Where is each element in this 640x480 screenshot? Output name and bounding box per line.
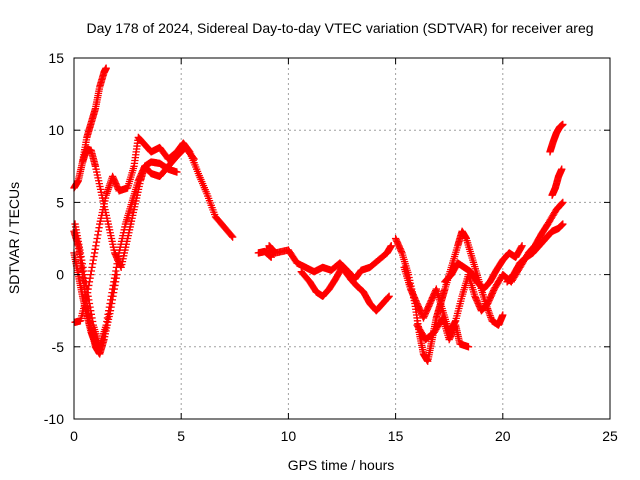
grid — [74, 58, 610, 419]
data-point — [464, 343, 473, 351]
series-trace-n — [548, 165, 566, 199]
series-trace-o — [546, 120, 567, 156]
data-point — [499, 311, 507, 319]
data-point — [190, 155, 198, 163]
series-trace-f — [70, 249, 102, 354]
x-tick-label: 20 — [495, 428, 511, 444]
data-point — [173, 168, 181, 176]
series-trace-g — [254, 242, 395, 283]
chart-title: Day 178 of 2024, Sidereal Day-to-day VTE… — [86, 20, 593, 36]
x-tick-label: 5 — [177, 428, 185, 444]
data-point — [558, 165, 566, 173]
data-point — [229, 233, 237, 241]
y-tick-label: 0 — [56, 267, 64, 283]
data-point — [93, 346, 102, 354]
data-points — [70, 64, 567, 365]
series-trace-k — [413, 314, 473, 351]
y-axis-label: SDTVAR / TECUs — [6, 182, 22, 294]
series-trace-b — [70, 145, 181, 272]
x-tick-label: 10 — [281, 428, 297, 444]
y-tick-label: 15 — [48, 50, 64, 66]
plot-frame — [73, 57, 611, 420]
y-axis-ticks: -10 -5 0 5 10 15 — [44, 50, 610, 427]
data-point — [387, 242, 395, 250]
y-tick-label: -5 — [52, 339, 65, 355]
data-point — [189, 154, 197, 162]
data-point — [559, 120, 567, 129]
data-point — [385, 292, 393, 300]
series-trace-m — [503, 220, 567, 286]
series-trace-c — [71, 143, 198, 351]
data-point — [228, 232, 236, 240]
series-trace-l — [441, 242, 526, 293]
x-axis-ticks: 0 5 10 15 20 25 — [70, 58, 618, 444]
x-tick-label: 0 — [70, 428, 78, 444]
y-tick-label: -10 — [44, 411, 64, 427]
data-point — [518, 242, 526, 250]
series-trace-j — [400, 198, 567, 337]
x-tick-label: 25 — [602, 428, 618, 444]
y-tick-label: 5 — [56, 194, 64, 210]
x-axis-label: GPS time / hours — [288, 457, 395, 473]
data-point — [559, 220, 567, 228]
data-point — [113, 270, 121, 279]
series-trace-a — [71, 133, 237, 326]
data-point — [102, 64, 110, 72]
y-tick-label: 10 — [48, 122, 64, 138]
series-trace-h — [297, 263, 393, 315]
series-trace-e — [78, 64, 110, 166]
data-point — [559, 198, 567, 207]
x-tick-label: 15 — [388, 428, 404, 444]
